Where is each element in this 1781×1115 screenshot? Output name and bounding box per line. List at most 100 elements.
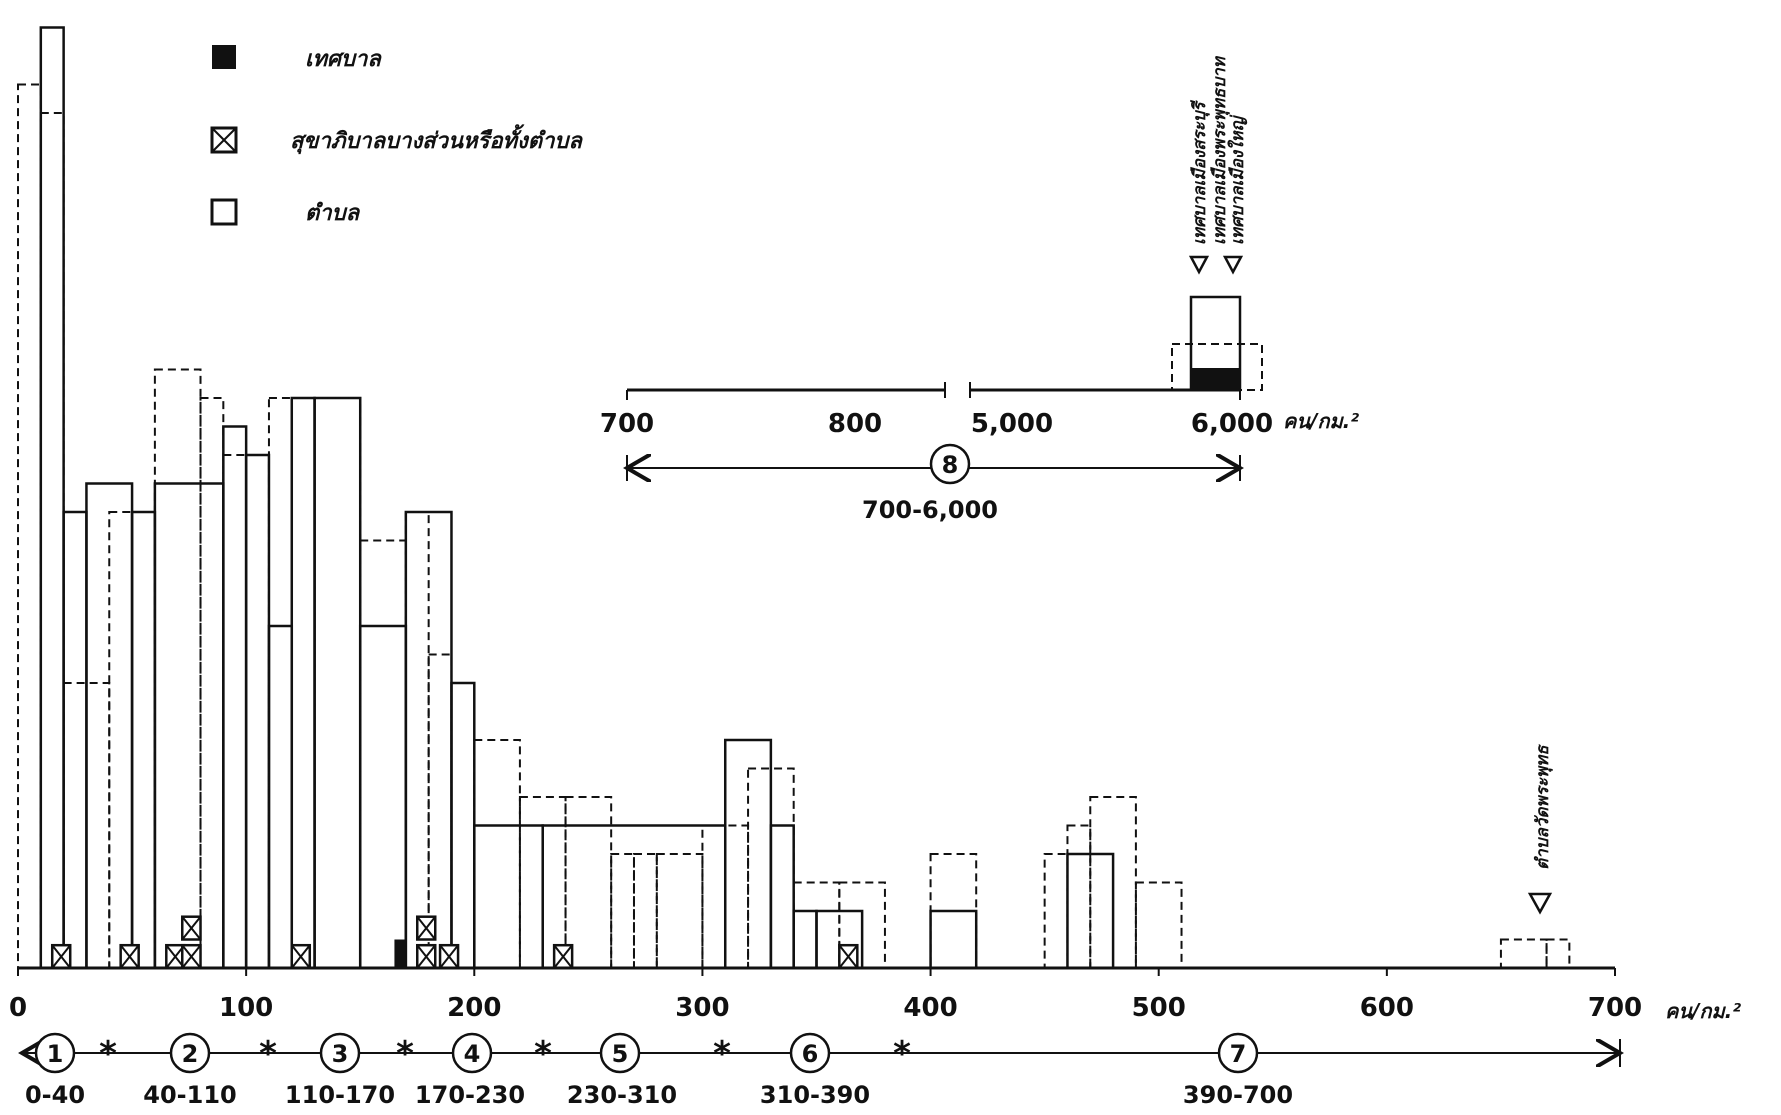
main-tick-label-0: 0 — [9, 993, 27, 1023]
class-circle-2 — [169, 1032, 211, 1074]
tambon-solid-bar-12 — [450, 681, 476, 970]
tambon-solid-bar-10 — [358, 624, 408, 970]
class-range-1: 0-40 — [25, 1081, 85, 1109]
class-number-2: 2 — [182, 1040, 199, 1068]
tambon-dashed-bar-8 — [313, 397, 362, 969]
tambon-solid-bar-5 — [222, 425, 248, 970]
class-circle-7 — [1217, 1032, 1259, 1074]
main-tick-label-700: 700 — [1588, 993, 1642, 1023]
tambon-dashed-bar-4 — [153, 368, 202, 969]
class-separator-0: * — [99, 1034, 117, 1074]
sanitary-series — [50, 915, 859, 970]
sanitary-bar-8 — [838, 943, 859, 970]
inset-axis-unit: คน/กม.² — [1283, 409, 1359, 433]
inset-bar-municipality — [1191, 368, 1240, 390]
sanitary-bar-1 — [119, 943, 140, 970]
tambon-dashed-bar-17 — [655, 853, 704, 969]
tambon-solid-bar-6 — [244, 453, 271, 970]
sanitary-bar-4 — [290, 943, 312, 970]
tambon-dashed-bar-10 — [404, 511, 430, 969]
tambon-dashed-bar-27 — [1499, 938, 1548, 969]
class-circle-5 — [599, 1032, 641, 1074]
class-number-6: 6 — [802, 1040, 819, 1068]
municipality-series — [394, 939, 406, 968]
sanitary-bar-3 — [181, 915, 202, 970]
main-tick-label-400: 400 — [903, 993, 957, 1023]
inset-annotation-3: เทศบาลเมืองใหญ่ — [1227, 114, 1248, 245]
tambon-solid-bar-3 — [130, 510, 157, 970]
sanitary-bar-0 — [50, 943, 72, 970]
class-number-3: 3 — [332, 1040, 349, 1068]
tambon-solid-bar-7 — [267, 624, 294, 970]
tambon-dashed-bar-9 — [359, 539, 407, 969]
tambon-dashed-bar-14 — [564, 796, 613, 969]
class-range-2: 40-110 — [143, 1081, 236, 1109]
class-range-7: 390-700 — [1183, 1081, 1293, 1109]
tambon-dashed-bar-26 — [1134, 881, 1183, 969]
inset-annotation-2: เทศบาลเมืองพระพุทธบาท — [1210, 55, 1230, 245]
tambon-solid-bar-0 — [39, 26, 65, 970]
tambon-dashed-bar-24 — [1066, 824, 1092, 969]
inset-class-range: 700-6,000 — [862, 496, 998, 524]
inset: 700 800 5,000 6,000 คน/กม.² เทศบาลเมืองส… — [600, 55, 1359, 524]
main-tick-label-100: 100 — [219, 993, 273, 1023]
tambon-solid-bar-9 — [313, 396, 362, 970]
tambon-dashed-bar-28 — [1545, 938, 1571, 969]
tambon-solid-bar-19 — [929, 909, 978, 970]
tambon-solid-bar-13 — [473, 824, 544, 970]
legend-open-square-icon — [210, 198, 238, 226]
sanitary-bar-6 — [438, 943, 460, 970]
municipality-bar-0 — [394, 939, 406, 968]
class-separator-3: * — [534, 1034, 552, 1074]
inset-marker-triangle-2 — [1222, 255, 1244, 275]
tambon-dashed-bar-12 — [473, 739, 521, 969]
main-x-ticks: 0 100 200 300 400 500 600 700 — [9, 968, 1642, 1023]
class-circle-6 — [789, 1032, 831, 1074]
tambon-solid-bar-8 — [290, 396, 316, 970]
inset-marker-triangle-1 — [1188, 255, 1210, 275]
tambon-solid-bar-1 — [62, 510, 88, 970]
legend-municipality-label: เทศบาล — [305, 47, 382, 72]
main-annotation: ตำบลวัดพระพุทธ — [1533, 744, 1553, 870]
tambon-dashed-bar-15 — [610, 853, 635, 969]
legend: เทศบาล สุขาภิบาลบางส่วนหรือทั้งตำบล ตำบล — [210, 45, 583, 226]
class-circle-4 — [451, 1032, 493, 1074]
sanitary-bar-7 — [552, 943, 574, 970]
class-range-3: 110-170 — [285, 1081, 395, 1109]
main-tick-label-600: 600 — [1360, 993, 1414, 1023]
tambon-solid-bar-4 — [153, 482, 225, 970]
tambon-solid-bar-17 — [792, 909, 818, 970]
main-marker-triangle — [1527, 892, 1553, 915]
main-tick-label-200: 200 — [447, 993, 501, 1023]
class-range-6: 310-390 — [760, 1081, 870, 1109]
main-axis-unit: คน/กม.² — [1665, 999, 1741, 1023]
class-number-1: 1 — [47, 1040, 64, 1068]
class-number-7: 7 — [1230, 1040, 1247, 1068]
class-separator-1: * — [259, 1034, 277, 1074]
inset-bar-dashed — [1171, 343, 1263, 391]
main-tick-label-500: 500 — [1132, 993, 1186, 1023]
tambon-dashed-bar-16 — [632, 853, 658, 969]
class-range-4: 170-230 — [415, 1081, 525, 1109]
tambon-dashed-bar-0 — [17, 83, 42, 969]
class-range-5: 230-310 — [567, 1081, 677, 1109]
tambon-dashed-bar-23 — [1043, 853, 1069, 969]
tambon-solid-bar-2 — [85, 482, 134, 970]
class-circle-3 — [319, 1032, 361, 1074]
tambon-dashed-bar-1 — [39, 112, 65, 969]
legend-tambon-label: ตำบล — [305, 201, 361, 226]
tambon-solid-bar-16 — [769, 824, 795, 970]
class-circle-1 — [34, 1032, 76, 1074]
class-number-5: 5 — [612, 1040, 629, 1068]
inset-tick-label-700: 700 — [600, 409, 654, 439]
legend-sanitary-label: สุขาภิบาลบางส่วนหรือทั้งตำบล — [290, 124, 583, 155]
class-ranges: * * * * * * 1 0-40 2 40-110 3 110-170 4 170-230 5 230-3… — [22, 1032, 1620, 1109]
class-separator-5: * — [893, 1034, 911, 1074]
legend-crossed-square-icon — [210, 126, 238, 154]
class-number-4: 4 — [464, 1040, 481, 1068]
inset-tick-label-6000: 6,000 — [1191, 409, 1273, 439]
inset-tick-label-800: 800 — [828, 409, 882, 439]
inset-class-circle — [929, 443, 971, 485]
inset-annotation-1: เทศบาลเมืองสระบุรี — [1190, 99, 1210, 245]
